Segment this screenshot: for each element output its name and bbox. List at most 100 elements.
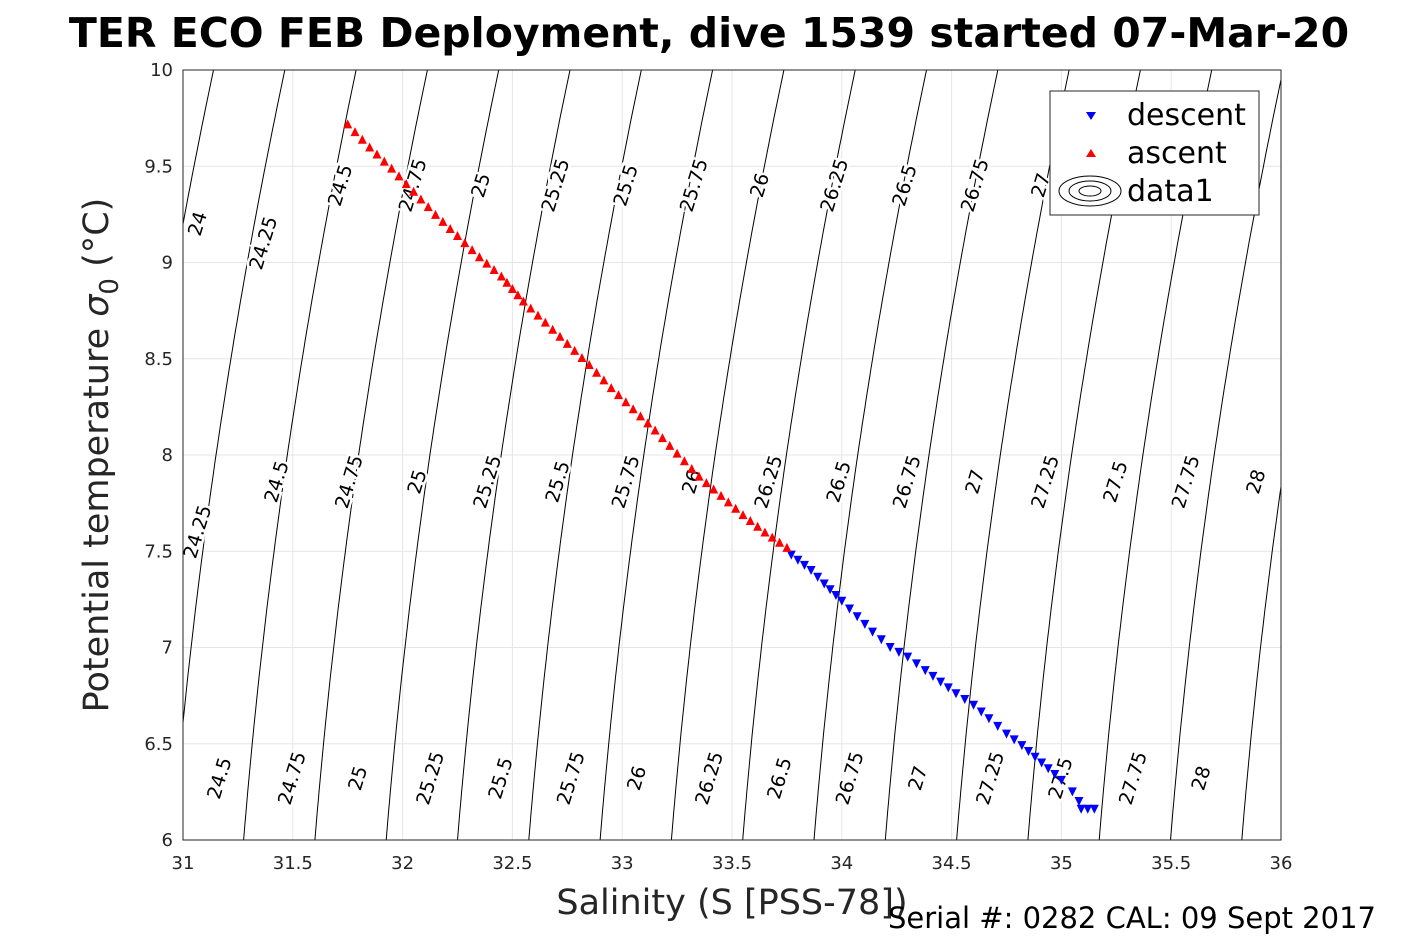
chart-title: TER ECO FEB Deployment, dive 1539 starte… xyxy=(69,9,1349,57)
ascent-marker xyxy=(343,119,353,129)
legend-descent-marker xyxy=(1086,112,1096,120)
contour-line xyxy=(528,70,642,840)
contour-line xyxy=(742,70,856,840)
descent-marker xyxy=(1076,804,1086,814)
y-tick-label: 9.5 xyxy=(144,156,173,177)
ascent-marker xyxy=(753,521,763,531)
ascent-marker xyxy=(636,411,645,421)
ascent-marker xyxy=(731,503,741,513)
legend-descent-label: descent xyxy=(1127,98,1246,133)
ascent-marker xyxy=(599,375,609,385)
descent-marker xyxy=(844,604,854,614)
descent-marker xyxy=(885,643,895,652)
ascent-marker xyxy=(548,324,558,334)
descent-marker xyxy=(993,721,1003,731)
ascent-marker xyxy=(738,510,748,520)
x-tick-label: 34.5 xyxy=(932,853,972,874)
ascent-marker xyxy=(416,194,426,204)
descent-marker xyxy=(799,560,809,570)
contour-line xyxy=(670,70,785,840)
ascent-marker xyxy=(467,245,477,255)
ascent-marker xyxy=(614,390,624,400)
ascent-marker xyxy=(489,265,499,275)
descent-marker xyxy=(825,585,835,595)
ascent-marker xyxy=(672,448,682,458)
ascent-marker xyxy=(745,515,755,525)
contour-line xyxy=(385,70,500,840)
legend-contour-ring-outer xyxy=(1058,175,1122,207)
ascent-marker xyxy=(687,463,697,473)
ascent-marker xyxy=(445,223,455,233)
descent-marker xyxy=(1083,804,1093,814)
descent-marker xyxy=(894,647,904,657)
ascent-marker xyxy=(562,338,572,348)
ascent-marker xyxy=(533,310,543,320)
ascent-marker xyxy=(513,290,523,300)
x-axis-label: Salinity (S [PSS-78]) xyxy=(556,883,907,923)
y-tick-label: 7.5 xyxy=(144,541,173,562)
ascent-marker xyxy=(482,258,492,268)
y-tick-labels: 6 6.5 7 7.5 8 8.5 9 9.5 10 xyxy=(144,60,173,851)
ascent-marker xyxy=(760,527,770,537)
descent-marker xyxy=(1002,729,1011,739)
descent-marker xyxy=(984,714,994,724)
ascent-marker xyxy=(555,331,565,341)
legend-data1-label: data1 xyxy=(1127,174,1214,209)
ascent-marker xyxy=(679,456,689,466)
y-axis-label: Potential temperature σ0 (°C) xyxy=(77,198,125,713)
descent-series xyxy=(786,550,1099,814)
legend-contour-ring-mid xyxy=(1068,180,1112,202)
ascent-marker xyxy=(518,296,528,306)
descent-marker xyxy=(793,555,803,565)
descent-marker xyxy=(920,666,930,676)
descent-marker xyxy=(1043,764,1053,774)
descent-marker xyxy=(860,619,870,629)
legend-contour-ring-inner xyxy=(1078,185,1102,197)
contour-line xyxy=(1241,483,1281,840)
contour-line xyxy=(956,70,1070,840)
x-tick-label: 32 xyxy=(391,853,414,874)
descent-marker xyxy=(831,591,841,601)
ascent-marker xyxy=(701,478,711,488)
ascent-marker xyxy=(643,418,653,428)
ascent-marker xyxy=(716,490,726,500)
density-contours xyxy=(183,70,1281,840)
descent-marker xyxy=(819,579,829,589)
ascent-marker xyxy=(357,134,367,144)
x-tick-label: 31 xyxy=(172,853,195,874)
ascent-marker xyxy=(665,440,675,450)
axes-box xyxy=(182,69,1282,841)
y-tick-label: 8 xyxy=(162,445,173,466)
ascent-marker xyxy=(507,283,517,293)
ascent-marker xyxy=(431,209,441,219)
legend-box xyxy=(1049,90,1260,216)
ascent-marker xyxy=(782,542,792,552)
descent-marker xyxy=(876,635,886,645)
y-tick-label: 8.5 xyxy=(144,349,173,370)
ascent-marker xyxy=(387,163,397,173)
y-axis-label-subscript: 0 xyxy=(95,278,125,295)
descent-marker xyxy=(786,550,796,560)
descent-marker xyxy=(1074,797,1084,806)
descent-marker xyxy=(1009,735,1019,745)
ascent-marker xyxy=(767,532,777,542)
legend-contour-icon xyxy=(1058,175,1122,207)
descent-marker xyxy=(1017,741,1027,751)
y-axis-label-symbol: σ xyxy=(77,293,117,317)
ascent-marker xyxy=(650,425,660,435)
descent-marker xyxy=(969,700,979,710)
ascent-marker xyxy=(394,171,404,181)
ascent-marker xyxy=(621,397,631,407)
contour-line xyxy=(314,70,428,840)
ascent-marker xyxy=(438,216,448,226)
descent-marker xyxy=(960,694,970,704)
ascent-marker xyxy=(606,383,616,393)
x-tick-label: 32.5 xyxy=(492,853,532,874)
descent-marker xyxy=(943,683,953,693)
contour-line xyxy=(457,70,571,840)
x-tick-labels: 31 31.5 32 32.5 33 33.5 34 34.5 35 35.5 36 xyxy=(172,853,1293,874)
descent-marker xyxy=(928,671,938,681)
descent-marker xyxy=(976,707,986,717)
legend-ascent-label: ascent xyxy=(1127,136,1227,171)
